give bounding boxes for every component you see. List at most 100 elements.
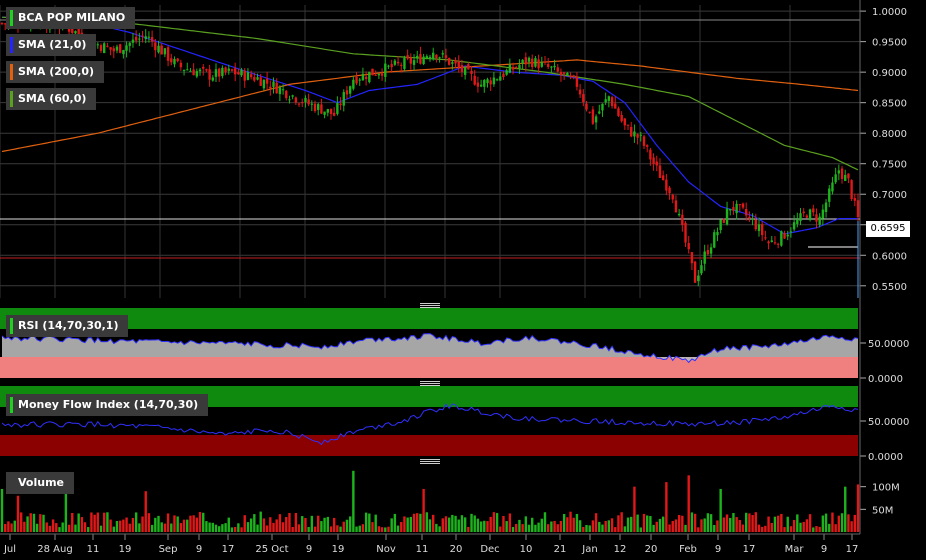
- volume-bar: [505, 521, 508, 532]
- legend-sma21[interactable]: SMA (21,0): [6, 34, 97, 56]
- volume-bar: [99, 525, 103, 532]
- candle-body: [553, 65, 556, 68]
- volume-bar: [67, 524, 71, 532]
- volume-bar: [796, 514, 799, 532]
- volume-bar: [754, 512, 757, 532]
- volume-bar: [473, 515, 476, 532]
- candle-body: [285, 90, 288, 99]
- legend-volume[interactable]: Volume: [6, 472, 74, 494]
- volume-bar: [262, 518, 266, 532]
- volume-bar: [147, 513, 151, 532]
- volume-bar: [412, 513, 416, 532]
- candle-body: [179, 62, 183, 68]
- axes: 1.0000 0.9500 0.9000 0.8500 0.8000 0.7500 0.70…: [0, 0, 909, 555]
- volume-bar: [757, 524, 761, 532]
- volume-bar: [138, 523, 141, 532]
- volume-bar: [693, 513, 697, 532]
- volume-bar: [435, 523, 438, 532]
- volume-bar: [419, 513, 422, 532]
- volume-bar: [467, 526, 470, 532]
- volume-bar: [166, 513, 170, 532]
- volume-bar: [77, 513, 80, 532]
- candle-body: [323, 111, 326, 115]
- candle-body: [812, 208, 815, 213]
- candle-body: [348, 86, 352, 94]
- panel-resize-handle-1[interactable]: [420, 302, 440, 309]
- candle-body: [588, 111, 591, 113]
- volume-bar: [652, 524, 655, 532]
- candle-body: [713, 232, 716, 248]
- candle-body: [515, 67, 518, 69]
- candle-body: [253, 77, 256, 81]
- x-tick-label: 21: [554, 544, 567, 555]
- volume-bar: [601, 524, 604, 532]
- volume-bar: [847, 514, 850, 532]
- candle-body: [748, 217, 751, 219]
- candle-body: [598, 111, 601, 114]
- volume-bar: [332, 517, 336, 532]
- legend-mfi[interactable]: Money Flow Index (14,70,30): [6, 394, 209, 416]
- volume-bar: [802, 521, 805, 532]
- candle-body: [575, 76, 579, 87]
- legend-title[interactable]: BCA POP MILANO: [6, 7, 136, 29]
- candle-body: [103, 43, 106, 54]
- legend-rsi[interactable]: RSI (14,70,30,1): [6, 315, 129, 337]
- volume-bar: [55, 523, 58, 532]
- candle-body: [566, 72, 569, 76]
- candle-body: [444, 55, 448, 58]
- volume-bar: [537, 522, 540, 532]
- volume-bar: [668, 524, 671, 532]
- volume-bar: [511, 527, 515, 532]
- candle-body: [502, 73, 505, 78]
- volume-bar: [377, 526, 381, 532]
- panel-resize-handle-2[interactable]: [420, 380, 440, 387]
- volume-bar: [61, 522, 64, 532]
- candle-body: [265, 78, 269, 84]
- legend-sma60[interactable]: SMA (60,0): [6, 88, 97, 110]
- volume-bar: [518, 519, 521, 532]
- candle-body: [556, 67, 559, 72]
- volume-bar: [674, 519, 678, 532]
- volume-bar: [19, 512, 23, 532]
- volume-bar: [32, 513, 36, 532]
- volume-bar: [243, 515, 246, 532]
- candle-body: [336, 103, 339, 114]
- x-tick-label: 9: [821, 544, 827, 555]
- candle-body: [799, 213, 802, 221]
- candle-body: [217, 68, 221, 77]
- candle-body: [246, 72, 250, 80]
- volume-bar: [176, 516, 179, 532]
- x-tick-label: 11: [416, 544, 429, 555]
- candle-body: [106, 45, 109, 47]
- candle-body: [457, 61, 460, 68]
- volume-bar: [681, 515, 684, 532]
- volume-bar: [301, 516, 304, 532]
- candle-body: [773, 242, 777, 244]
- volume-bar: [543, 512, 547, 532]
- candle-body: [163, 48, 167, 55]
- volume-bar: [585, 524, 588, 532]
- volume-bar: [0, 488, 4, 532]
- legend-sma200[interactable]: SMA (200,0): [6, 61, 105, 83]
- candle-body: [221, 67, 224, 76]
- volume-bar: [697, 527, 700, 532]
- volume-bar: [192, 515, 195, 532]
- volume-bar: [154, 517, 157, 532]
- candle-body: [757, 224, 761, 232]
- candle-body: [703, 251, 706, 264]
- volume-bar: [636, 514, 639, 532]
- volume-bar: [118, 520, 122, 532]
- candle-body: [278, 87, 282, 95]
- price-tick-label: 1.0000: [872, 7, 907, 18]
- panel-resize-handle-3[interactable]: [420, 458, 440, 465]
- price-tick-label: 0.9500: [872, 38, 907, 49]
- candle-body: [131, 39, 135, 43]
- volume-bar: [297, 524, 301, 532]
- volume-bar: [566, 517, 569, 532]
- volume-bar: [103, 512, 106, 532]
- volume-bar: [438, 526, 441, 532]
- candle-body: [722, 219, 726, 223]
- x-tick-label: Nov: [376, 544, 396, 555]
- volume-bar: [470, 513, 473, 532]
- legend-rsi-label: RSI (14,70,30,1): [18, 319, 119, 332]
